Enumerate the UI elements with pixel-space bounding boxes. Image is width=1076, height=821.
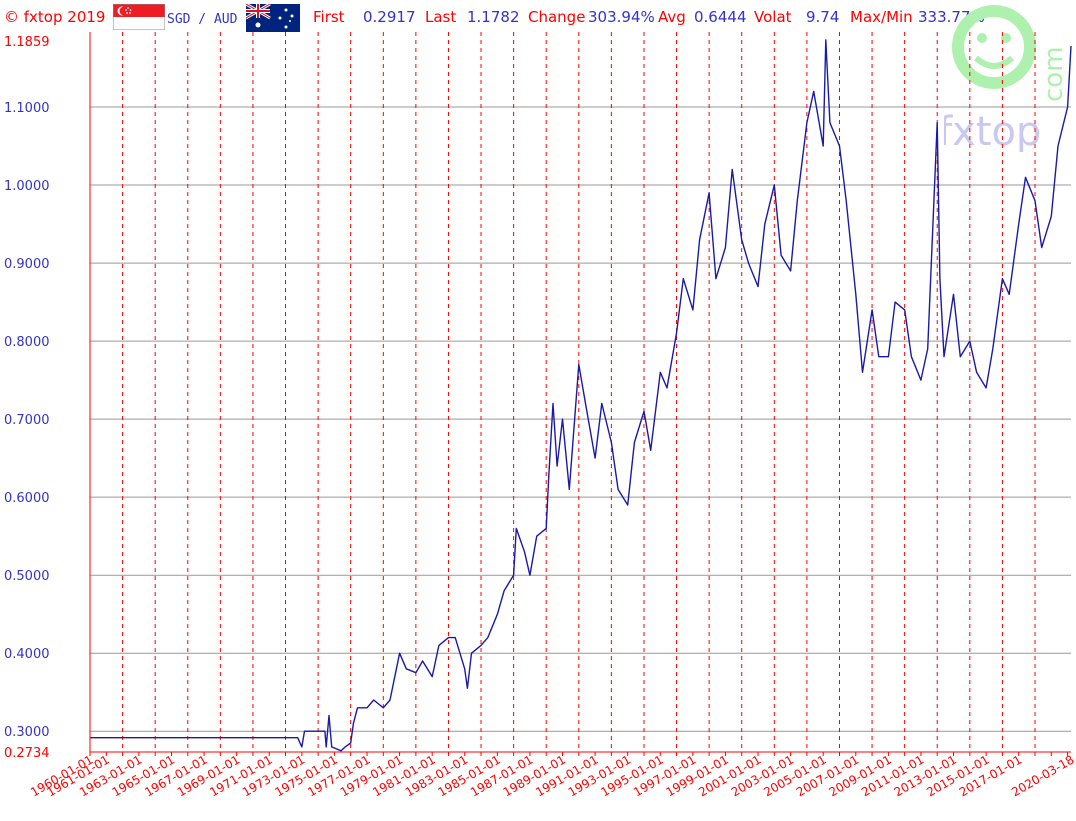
currency-pair-label: SGD / AUD xyxy=(167,12,238,27)
series-group xyxy=(90,39,1072,752)
volat-value: 9.74 xyxy=(806,8,840,26)
last-value: 1.1782 xyxy=(467,8,520,26)
y-tick-label: 0.3000 xyxy=(4,725,50,740)
y-min-label: 0.2734 xyxy=(4,746,50,761)
change-value: 303.94% xyxy=(588,8,655,26)
horizontal-gridlines xyxy=(90,106,1071,732)
y-tick-label: 0.9000 xyxy=(4,257,50,272)
avg-value: 0.6444 xyxy=(694,8,747,26)
first-value: 0.2917 xyxy=(363,8,416,26)
maxmin-label: Max/Min xyxy=(850,8,913,26)
australia-flag-icon xyxy=(246,4,300,32)
vertical-gridlines xyxy=(122,32,1036,752)
y-tick-label: 0.4000 xyxy=(4,647,50,662)
last-label: Last xyxy=(425,8,457,26)
avg-label: Avg xyxy=(658,8,686,26)
y-tick-label: 1.0000 xyxy=(4,179,50,194)
y-tick-label: 0.6000 xyxy=(4,491,50,506)
brand-label: © fxtop 2019 xyxy=(4,8,106,26)
y-tick-label: 0.5000 xyxy=(4,569,50,584)
axes-group xyxy=(89,32,1071,756)
watermark-text: fxtop xyxy=(944,109,1041,152)
y-tick-label: 1.1000 xyxy=(4,101,50,116)
y-tick-label: 0.7000 xyxy=(4,413,50,428)
volat-label: Volat xyxy=(754,8,792,26)
y-max-label: 1.1859 xyxy=(4,35,50,50)
x-axis-labels: 1960-01-011961-01-011963-01-011965-01-01… xyxy=(28,752,1076,799)
y-tick-label: 0.8000 xyxy=(4,335,50,350)
first-label: First xyxy=(313,8,345,26)
singapore-flag-icon xyxy=(113,4,165,30)
fxtop-watermark-logo: fxtop com xyxy=(944,5,1069,152)
series-line xyxy=(90,39,1072,752)
watermark-side-text: com xyxy=(1039,46,1069,102)
change-label: Change xyxy=(528,8,586,26)
y-axis-labels: 0.3000 0.4000 0.5000 0.6000 0.7000 0.8000 0.90… xyxy=(4,35,50,761)
